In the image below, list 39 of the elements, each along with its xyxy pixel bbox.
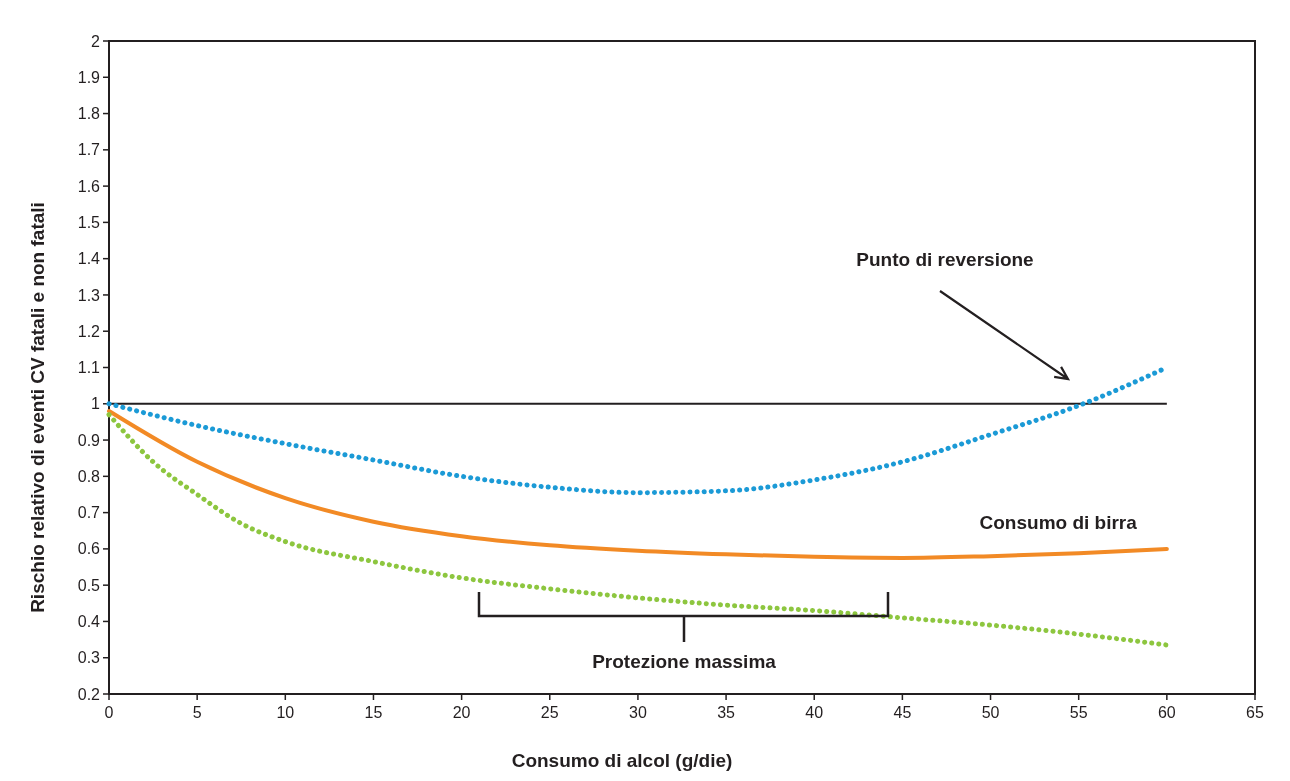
x-tick-label: 30 (629, 704, 647, 721)
x-tick-label: 60 (1157, 704, 1176, 721)
line-series (107, 409, 1169, 560)
x-tick-label: 35 (717, 704, 736, 721)
series-label: Consumo di birra (979, 511, 1138, 533)
x-tick-label: 5 (192, 704, 202, 721)
y-tick-label: 1.5 (77, 213, 101, 231)
annotation: Protezione massima (592, 651, 777, 672)
annotation: Punto di reversione (856, 249, 1034, 270)
x-tick-label: 55 (1069, 704, 1088, 721)
x-tick-label: 0 (104, 704, 114, 721)
y-tick-label: 0.4 (77, 613, 101, 631)
y-tick-label: 1 (91, 395, 101, 413)
y-tick-label: 1.1 (77, 359, 101, 377)
y-tick-label: 0.8 (77, 467, 101, 485)
x-tick-label: 40 (805, 704, 824, 721)
y-tick-label: 1.3 (77, 286, 101, 304)
y-axis-title: Rischio relativo di eventi CV fatali e non fatali (27, 202, 48, 613)
y-tick-label: 1.6 (77, 177, 101, 195)
y-tick-label: 1.7 (77, 141, 101, 159)
x-tick-label: 45 (893, 704, 912, 721)
x-tick-label: 25 (540, 704, 559, 721)
y-tick-label: 0.3 (77, 649, 101, 667)
y-tick-label: 1.9 (77, 68, 101, 86)
y-tick-label: 0.5 (77, 576, 101, 594)
x-tick-label: 15 (364, 704, 383, 721)
y-tick-label: 0.6 (77, 540, 101, 558)
y-tick-label: 2 (91, 32, 101, 50)
y-tick-label: 0.9 (77, 431, 101, 449)
x-axis-title: Consumo di alcol (g/die) (511, 750, 733, 771)
x-tick-label: 65 (1246, 704, 1264, 721)
y-tick-label: 1.8 (77, 105, 101, 123)
x-tick-label: 20 (452, 704, 471, 721)
y-tick-label: 1.2 (77, 322, 101, 340)
y-tick-label: 0.7 (77, 504, 101, 522)
x-tick-label: 50 (981, 704, 1000, 721)
y-tick-label: 0.2 (77, 685, 101, 703)
x-tick-label: 10 (276, 704, 295, 721)
y-tick-label: 1.4 (77, 250, 101, 268)
